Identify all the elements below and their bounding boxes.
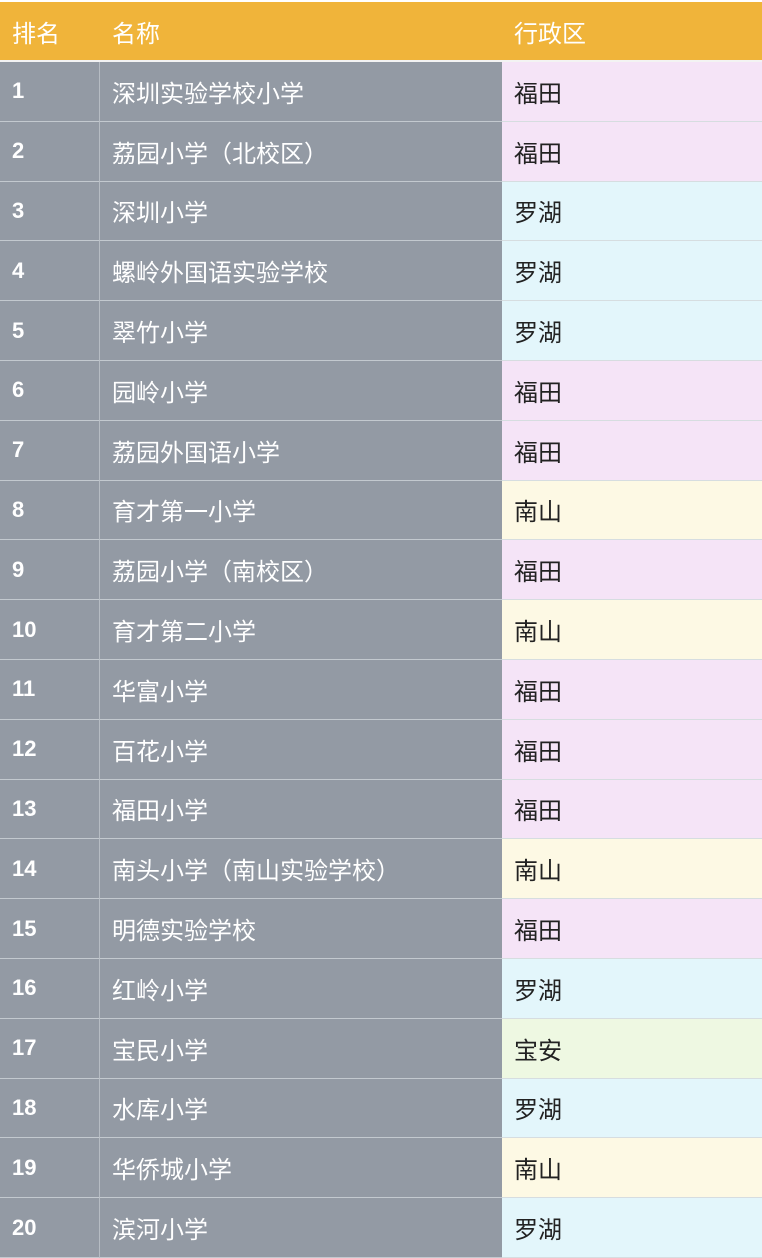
rank-cell: 13 [0, 779, 100, 840]
district-cell: 福田 [502, 62, 762, 122]
rank-cell: 10 [0, 600, 100, 660]
rank-cell: 8 [0, 480, 100, 541]
table-row: 15 明德实验学校 福田 [0, 899, 762, 959]
header-name: 名称 [112, 20, 160, 48]
name-cell: 育才第一小学 [100, 480, 502, 541]
table-row: 1 深圳实验学校小学 福田 [0, 62, 762, 122]
district-cell: 罗湖 [502, 181, 762, 242]
rank-cell: 1 [0, 62, 100, 122]
rank-cell: 18 [0, 1078, 100, 1139]
table-row: 9 荔园小学（南校区） 福田 [0, 540, 762, 601]
rank-cell: 14 [0, 839, 100, 900]
district-cell: 南山 [502, 600, 762, 660]
district-cell: 罗湖 [502, 241, 762, 302]
rank-cell: 5 [0, 301, 100, 361]
table-row: 3 深圳小学 罗湖 [0, 181, 762, 242]
name-cell: 深圳实验学校小学 [100, 62, 502, 122]
district-cell: 罗湖 [502, 958, 762, 1019]
district-cell: 福田 [502, 719, 762, 780]
district-cell: 福田 [502, 121, 762, 182]
district-cell: 罗湖 [502, 1198, 762, 1258]
table-row: 7 荔园外国语小学 福田 [0, 420, 762, 481]
table-header: 排名 名称 行政区 [0, 2, 762, 62]
table-row: 4 螺岭外国语实验学校 罗湖 [0, 241, 762, 302]
rank-cell: 19 [0, 1138, 100, 1199]
name-cell: 荔园外国语小学 [100, 420, 502, 481]
table-row: 12 百花小学 福田 [0, 719, 762, 780]
name-cell: 荔园小学（南校区） [100, 540, 502, 601]
rank-cell: 17 [0, 1018, 100, 1079]
name-cell: 园岭小学 [100, 360, 502, 421]
district-cell: 福田 [502, 899, 762, 959]
name-cell: 福田小学 [100, 779, 502, 840]
name-cell: 华侨城小学 [100, 1138, 502, 1199]
name-cell: 水库小学 [100, 1078, 502, 1139]
name-cell: 荔园小学（北校区） [100, 121, 502, 182]
name-cell: 百花小学 [100, 719, 502, 780]
rank-cell: 2 [0, 121, 100, 182]
district-cell: 福田 [502, 420, 762, 481]
table-row: 6 园岭小学 福田 [0, 360, 762, 421]
name-cell: 宝民小学 [100, 1018, 502, 1079]
header-district: 行政区 [514, 20, 586, 48]
district-cell: 罗湖 [502, 1078, 762, 1139]
table-row: 18 水库小学 罗湖 [0, 1078, 762, 1139]
rank-cell: 12 [0, 719, 100, 780]
table-row: 19 华侨城小学 南山 [0, 1138, 762, 1199]
name-cell: 翠竹小学 [100, 301, 502, 361]
rank-cell: 15 [0, 899, 100, 959]
rank-cell: 4 [0, 241, 100, 302]
table-row: 11 华富小学 福田 [0, 659, 762, 720]
district-cell: 南山 [502, 839, 762, 900]
rank-cell: 9 [0, 540, 100, 601]
name-cell: 深圳小学 [100, 181, 502, 242]
name-cell: 明德实验学校 [100, 899, 502, 959]
table-row: 8 育才第一小学 南山 [0, 480, 762, 541]
rank-cell: 6 [0, 360, 100, 421]
district-cell: 南山 [502, 1138, 762, 1199]
header-rank: 排名 [12, 20, 60, 48]
name-cell: 螺岭外国语实验学校 [100, 241, 502, 302]
name-cell: 南头小学（南山实验学校） [100, 839, 502, 900]
name-cell: 红岭小学 [100, 958, 502, 1019]
table-row: 17 宝民小学 宝安 [0, 1018, 762, 1079]
district-cell: 福田 [502, 659, 762, 720]
table-row: 16 红岭小学 罗湖 [0, 958, 762, 1019]
table-body: 1 深圳实验学校小学 福田 2 荔园小学（北校区） 福田 3 深圳小学 罗湖 4 螺岭外国语实验学校… [0, 62, 762, 1258]
district-cell: 罗湖 [502, 301, 762, 361]
name-cell: 华富小学 [100, 659, 502, 720]
table-row: 13 福田小学 福田 [0, 779, 762, 840]
table-row: 20 滨河小学 罗湖 [0, 1198, 762, 1258]
table-row: 14 南头小学（南山实验学校） 南山 [0, 839, 762, 900]
table-row: 2 荔园小学（北校区） 福田 [0, 121, 762, 182]
rank-cell: 11 [0, 659, 100, 720]
table-row: 5 翠竹小学 罗湖 [0, 301, 762, 361]
rank-cell: 7 [0, 420, 100, 481]
name-cell: 育才第二小学 [100, 600, 502, 660]
rank-cell: 3 [0, 181, 100, 242]
name-cell: 滨河小学 [100, 1198, 502, 1258]
district-cell: 福田 [502, 360, 762, 421]
district-cell: 南山 [502, 480, 762, 541]
rank-cell: 20 [0, 1198, 100, 1258]
district-cell: 福田 [502, 779, 762, 840]
district-cell: 福田 [502, 540, 762, 601]
table-row: 10 育才第二小学 南山 [0, 600, 762, 660]
rank-cell: 16 [0, 958, 100, 1019]
district-cell: 宝安 [502, 1018, 762, 1079]
